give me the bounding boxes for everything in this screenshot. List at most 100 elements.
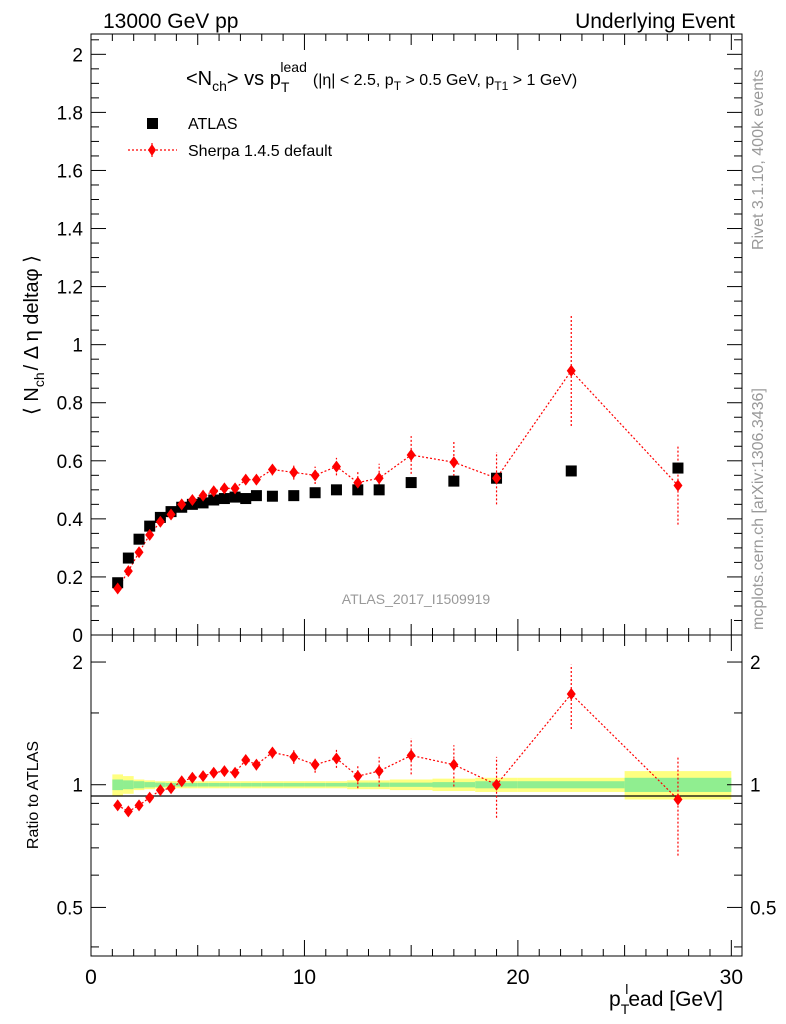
legend-atlas-marker xyxy=(147,118,158,129)
ratio-band-inner xyxy=(208,782,220,787)
atlas-data-point xyxy=(309,487,321,499)
sherpa-point xyxy=(230,482,240,495)
y-tick-label: 1.8 xyxy=(57,103,83,124)
atlas-data-point xyxy=(240,493,252,505)
sherpa-point xyxy=(198,489,208,502)
x-tick-label: 20 xyxy=(506,966,529,989)
ratio-sherpa-point xyxy=(241,753,251,766)
atlas-data-point xyxy=(405,477,417,489)
sherpa-point xyxy=(353,476,363,489)
atlas-data-point xyxy=(266,490,278,502)
atlas-data-point xyxy=(133,533,145,545)
x-tick-label: 10 xyxy=(293,966,316,989)
ratio-sherpa-point xyxy=(310,758,320,771)
atlas-data-point xyxy=(330,484,342,496)
ratio-band-inner xyxy=(197,782,209,787)
ratio-sherpa-point xyxy=(492,778,502,791)
atlas-data-point xyxy=(197,497,209,509)
sherpa-point xyxy=(673,479,683,492)
ratio-y-tick-label: 2 xyxy=(72,653,83,674)
ratio-y-axis-label: Ratio to ATLAS xyxy=(25,741,42,849)
atlas-data-point xyxy=(288,490,300,502)
ratio-band-inner xyxy=(229,782,241,787)
ratio-band-inner xyxy=(624,777,732,792)
ratio-sherpa-point xyxy=(123,805,133,818)
ratio-sherpa-point xyxy=(134,799,144,812)
atlas-data-point xyxy=(208,494,220,506)
ratio-sherpa-point xyxy=(449,758,459,771)
ratio-sherpa-point xyxy=(198,770,208,783)
ratio-sherpa-point xyxy=(673,793,683,806)
atlas-data-point xyxy=(218,493,230,505)
ratio-plot-series xyxy=(113,664,683,856)
atlas-data-point xyxy=(250,490,262,502)
sherpa-point xyxy=(187,493,197,506)
ratio-sherpa-point xyxy=(155,784,165,797)
ratio-band-inner xyxy=(251,782,262,787)
plot-title: <Nch> vs pTlead(|η| < 2.5, pT > 0.5 GeV,… xyxy=(186,59,577,95)
sherpa-point xyxy=(155,515,165,528)
mcplots-label: mcplots.cern.ch [arXiv:1306.3436] xyxy=(750,388,767,630)
ratio-sherpa-point xyxy=(177,775,187,788)
y-tick-label: 0.4 xyxy=(57,510,84,531)
y-tick-label: 1.4 xyxy=(57,220,84,241)
x-axis-label: pTlead [GeV] xyxy=(609,981,723,1017)
ratio-sherpa-point xyxy=(187,771,197,784)
atlas-data-point xyxy=(122,552,134,564)
sherpa-point xyxy=(134,546,144,559)
legend: ATLAS Sherpa 1.4.5 default xyxy=(128,116,333,160)
atlas-data-point xyxy=(373,484,385,496)
y-tick-label: 1 xyxy=(72,336,83,357)
sherpa-point xyxy=(310,469,320,482)
legend-sherpa-marker xyxy=(148,144,156,156)
ratio-band-inner xyxy=(304,782,326,787)
sherpa-line xyxy=(117,369,679,589)
atlas-data-point xyxy=(448,475,460,487)
ratio-sherpa-point xyxy=(251,758,261,771)
rivet-version-label: Rivet 3.1.10, 400k events xyxy=(750,69,767,250)
ratio-sherpa-point xyxy=(166,782,176,795)
ratio-y-tick-label-right: 2 xyxy=(750,653,761,674)
atlas-data-point xyxy=(229,491,241,503)
x-tick-label: 0 xyxy=(85,966,97,989)
sherpa-point xyxy=(209,485,219,498)
sherpa-point xyxy=(251,473,261,486)
y-tick-label: 0.2 xyxy=(57,568,83,589)
ratio-sherpa-point xyxy=(374,765,384,778)
sherpa-point xyxy=(449,456,459,469)
ratio-sherpa-point xyxy=(219,765,229,778)
sherpa-point xyxy=(177,498,187,511)
main-plot-series xyxy=(112,315,684,595)
ratio-plot-panel: 0.5 0.51 12 20 10 20 30 Ratio to ATLAS pTlead … xyxy=(25,634,776,1017)
sherpa-point xyxy=(166,508,176,521)
ratio-sherpa-point xyxy=(230,766,240,779)
analysis-watermark: ATLAS_2017_I1509919 xyxy=(342,591,491,607)
ratio-sherpa-point xyxy=(145,791,155,804)
header-right-label: Underlying Event xyxy=(575,10,735,33)
ratio-band-inner xyxy=(240,782,252,787)
ratio-band-inner xyxy=(123,780,134,790)
atlas-data-point xyxy=(352,484,364,496)
sherpa-point xyxy=(241,473,251,486)
ratio-sherpa-point xyxy=(113,799,123,812)
atlas-data-point xyxy=(672,462,684,474)
ratio-plot-ticks: 0.5 0.51 12 20 10 20 30 xyxy=(57,635,776,989)
sherpa-point xyxy=(289,466,299,479)
sherpa-point xyxy=(406,448,416,461)
y-tick-label: 2 xyxy=(72,45,83,66)
atlas-data-point xyxy=(144,520,156,532)
ratio-band-inner xyxy=(347,782,369,787)
ratio-sherpa-point xyxy=(209,766,219,779)
sherpa-point xyxy=(267,463,277,476)
y-tick-label: 0.6 xyxy=(57,452,83,473)
sherpa-point xyxy=(113,582,123,595)
ratio-band-inner xyxy=(325,782,348,787)
x-tick-label: 30 xyxy=(720,966,743,989)
y-tick-label: 1.6 xyxy=(57,161,83,182)
sherpa-point xyxy=(492,472,502,485)
ratio-band-inner xyxy=(187,782,198,787)
ratio-band-inner xyxy=(261,782,284,787)
atlas-data-point xyxy=(565,465,577,477)
ratio-sherpa-line xyxy=(117,693,679,813)
ratio-band-inner xyxy=(517,781,625,789)
